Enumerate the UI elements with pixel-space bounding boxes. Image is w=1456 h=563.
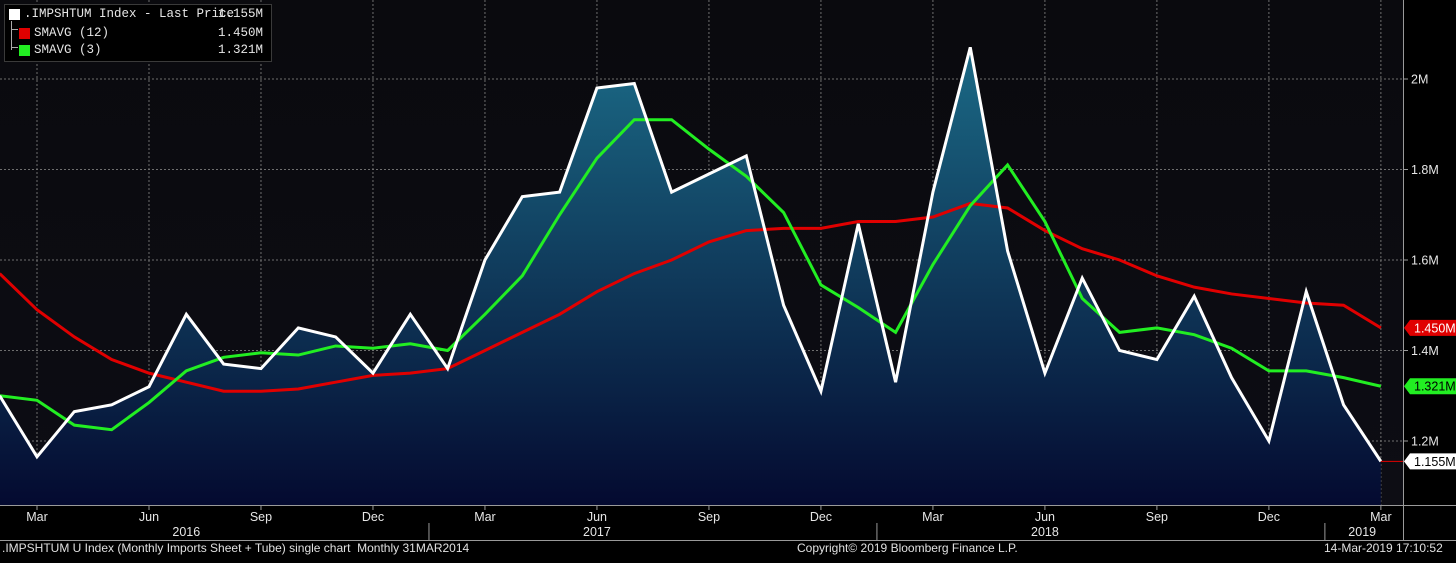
legend-label: SMAVG (3) (34, 43, 102, 57)
x-tick-label: Mar (474, 510, 496, 524)
legend-item-smavg-3[interactable]: SMAVG (3) 1.321M (5, 43, 271, 58)
legend-label: SMAVG (12) (34, 26, 110, 40)
footer-security-description: .IMPSHTUM U Index (Monthly Imports Sheet… (2, 541, 470, 555)
legend-swatch-smavg-3 (19, 45, 30, 56)
y-tick-label: 1.8M (1411, 163, 1439, 177)
year-label: 2017 (583, 525, 611, 539)
series-line-last-price (0, 46, 1383, 463)
year-label: 2019 (1348, 525, 1376, 539)
last-value-label: 1.155M (1414, 455, 1456, 469)
legend-swatch-last-price (9, 9, 20, 20)
last-value-label: 1.450M (1414, 321, 1456, 335)
x-tick-label: Sep (250, 510, 272, 524)
last-value-label-bg (1404, 453, 1456, 470)
x-tick-label: Mar (922, 510, 944, 524)
legend-tree-lines (11, 21, 18, 50)
x-tick-label: Dec (1258, 510, 1280, 524)
legend-label: .IMPSHTUM Index - Last Price (24, 7, 235, 21)
legend-value: 1.321M (217, 43, 263, 57)
legend-item-last-price[interactable]: .IMPSHTUM Index - Last Price 1.155M (5, 7, 271, 22)
x-tick-label: Sep (698, 510, 720, 524)
series-line-smavg-12 (0, 201, 1382, 393)
x-tick-label: Jun (587, 510, 607, 524)
y-tick-label: 1.2M (1411, 435, 1439, 449)
last-value-label-bg (1404, 319, 1456, 336)
legend-item-smavg-12[interactable]: SMAVG (12) 1.450M (5, 26, 271, 41)
x-tick-label: Sep (1146, 510, 1168, 524)
legend-value: 1.450M (217, 26, 263, 40)
x-tick-label: Jun (139, 510, 159, 524)
legend-value: 1.155M (217, 7, 263, 21)
legend: .IMPSHTUM Index - Last Price 1.155M SMAV… (4, 4, 272, 62)
x-tick-label: Jun (1035, 510, 1055, 524)
year-label: 2016 (172, 525, 200, 539)
footer-copyright: Copyright© 2019 Bloomberg Finance L.P. (797, 541, 1018, 555)
area-fill-last-price (0, 47, 1381, 505)
x-tick-label: Dec (810, 510, 832, 524)
y-tick-label: 1.4M (1411, 344, 1439, 358)
y-tick-label: 1.6M (1411, 254, 1439, 268)
last-value-label-bg (1404, 378, 1456, 395)
year-label: 2018 (1031, 525, 1059, 539)
x-tick-label: Mar (26, 510, 48, 524)
footer-timestamp: 14-Mar-2019 17:10:52 (1324, 541, 1443, 555)
series-line-smavg-3 (0, 118, 1382, 432)
legend-swatch-smavg-12 (19, 28, 30, 39)
x-tick-label: Dec (362, 510, 384, 524)
y-tick-label: 2M (1411, 73, 1428, 87)
last-value-label: 1.321M (1414, 380, 1456, 394)
x-tick-label: Mar (1370, 510, 1392, 524)
